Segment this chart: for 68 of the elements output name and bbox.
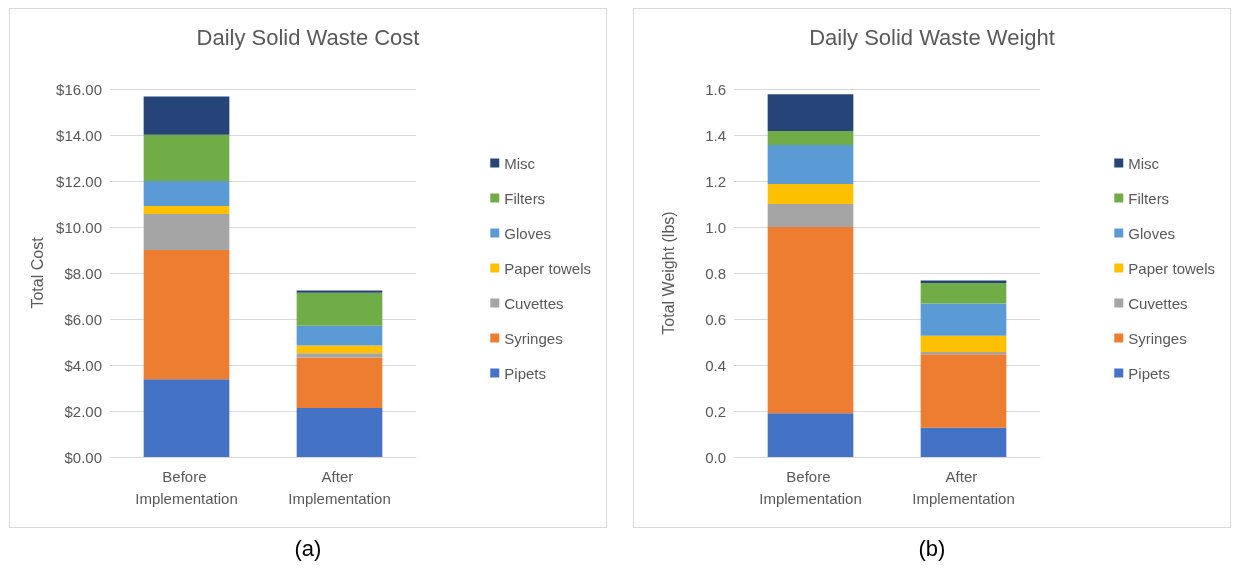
bar	[143, 206, 230, 214]
bar	[920, 335, 1007, 352]
y-tick-label: $16.00	[56, 80, 102, 98]
bar	[767, 94, 854, 132]
bar	[143, 379, 230, 457]
y-axis-title: Total Weight (lbs)	[659, 211, 677, 335]
bar	[767, 204, 854, 227]
y-tick-label: 0.8	[705, 264, 726, 282]
y-tick-label: $0.00	[64, 448, 102, 466]
y-tick-label: 1.2	[705, 172, 726, 190]
bar	[767, 183, 854, 204]
legend-label: Pipets	[1128, 364, 1170, 382]
bar	[920, 354, 1007, 428]
text: (a)	[294, 536, 322, 562]
bar	[767, 144, 854, 184]
legend-label: Gloves	[504, 224, 551, 242]
bar	[143, 134, 230, 181]
bar	[296, 290, 383, 293]
legend-label: Syringes	[504, 329, 563, 347]
bar	[920, 427, 1007, 457]
bar	[296, 408, 383, 457]
bar	[920, 303, 1007, 336]
y-axis-title: Total Cost	[28, 236, 46, 309]
y-tick-label: $8.00	[64, 264, 102, 282]
y-tick-label: $14.00	[56, 126, 102, 144]
bar	[296, 353, 383, 358]
legend-label: Misc	[1128, 154, 1160, 172]
bar	[767, 131, 854, 145]
x-tick-label: After Implementation	[288, 467, 391, 507]
bar	[143, 96, 230, 135]
y-tick-label: 1.6	[705, 80, 726, 98]
legend-label: Syringes	[1128, 329, 1187, 347]
legend-label: Cuvettes	[1128, 294, 1188, 312]
legend-label: Filters	[1128, 189, 1170, 207]
y-tick-label: $4.00	[64, 356, 102, 374]
y-tick-label: 0.6	[705, 310, 726, 328]
legend-label: Gloves	[1128, 224, 1175, 242]
chart-title: Daily Solid Waste Weight	[809, 24, 1055, 50]
legend-label: Paper towels	[1128, 259, 1216, 277]
bar	[767, 227, 854, 414]
bar	[296, 325, 383, 346]
x-tick-label: After Implementation	[912, 467, 1015, 507]
bar	[143, 250, 230, 380]
legend-label: Misc	[504, 154, 536, 172]
y-tick-label: 0.4	[705, 356, 726, 374]
bar	[296, 357, 383, 409]
text: (b)	[918, 536, 946, 562]
bar	[296, 292, 383, 326]
x-tick-label: Before Implementation	[135, 467, 238, 507]
bar	[143, 213, 230, 250]
chart-title: Daily Solid Waste Cost	[196, 24, 420, 50]
y-tick-label: 1.0	[705, 218, 726, 236]
y-tick-label: 1.4	[705, 126, 726, 144]
bar	[767, 413, 854, 457]
legend-label: Pipets	[504, 364, 546, 382]
y-tick-label: $10.00	[56, 218, 102, 236]
y-tick-label: 0.0	[705, 448, 726, 466]
legend-label: Paper towels	[504, 259, 592, 277]
legend-label: Filters	[504, 189, 546, 207]
y-tick-label: $12.00	[56, 172, 102, 190]
y-tick-label: $2.00	[64, 402, 102, 420]
y-tick-label: $6.00	[64, 310, 102, 328]
bar	[920, 282, 1007, 304]
bar	[296, 345, 383, 354]
y-tick-label: 0.2	[705, 402, 726, 420]
bar	[143, 181, 230, 207]
legend-label: Cuvettes	[504, 294, 564, 312]
x-tick-label: Before Implementation	[759, 467, 862, 507]
